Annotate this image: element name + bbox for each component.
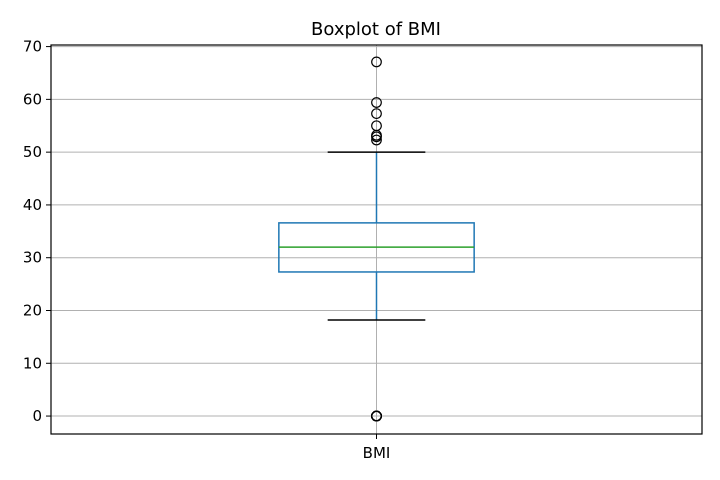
axis-layer: 0 10 20 30 40 50 60 70 BMI xyxy=(23,38,703,462)
outlier-point xyxy=(371,134,382,146)
y-tick-label: 20 xyxy=(23,301,42,319)
y-tick-label: 30 xyxy=(23,249,42,267)
y-tick-label: 60 xyxy=(23,90,42,108)
outlier-point xyxy=(371,97,382,108)
y-tick-label: 0 xyxy=(32,407,42,425)
y-tick-label: 40 xyxy=(23,196,42,214)
outlier-point xyxy=(371,120,382,132)
chart-title: Boxplot of BMI xyxy=(311,19,441,40)
plot-frame xyxy=(50,44,703,435)
box-bmi xyxy=(278,56,475,422)
grid-layer xyxy=(51,45,702,434)
plot-layer xyxy=(278,56,475,422)
x-tick-label: BMI xyxy=(363,444,391,462)
y-tick-label: 50 xyxy=(23,143,42,161)
outlier-point xyxy=(371,56,382,68)
y-tick-label: 10 xyxy=(23,354,42,372)
outlier-point xyxy=(371,108,382,120)
y-tick-label: 70 xyxy=(23,38,42,56)
outlier-point xyxy=(371,410,382,422)
